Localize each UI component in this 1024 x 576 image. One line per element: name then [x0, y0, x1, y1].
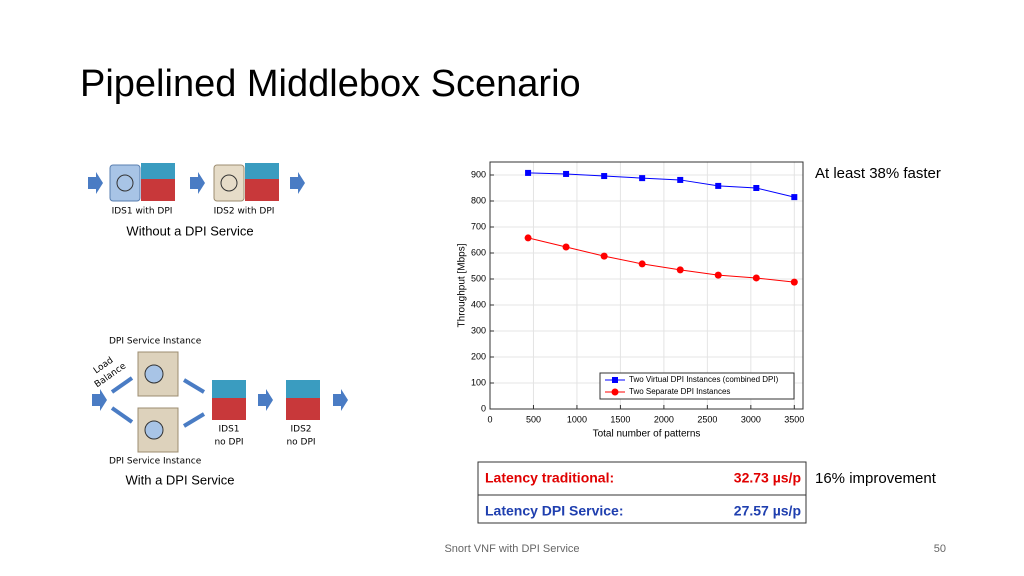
icon — [144, 420, 164, 440]
label: IDS2 with DPI — [214, 207, 275, 217]
bottom-diagram: DPI Service Instance Load Balance IDS1 n… — [92, 337, 348, 487]
label: IDS2 — [290, 425, 311, 435]
point — [676, 266, 684, 274]
legend-marker — [612, 377, 618, 383]
y-tick-label: 800 — [471, 195, 486, 205]
ids-box — [109, 164, 141, 202]
x-tick-label: 1500 — [610, 414, 630, 424]
y-axis-label: Throughput [Mbps] — [457, 243, 468, 327]
x-tick-label: 1000 — [567, 414, 587, 424]
x-axis-label: Total number of patterns — [593, 429, 701, 440]
series-line — [528, 172, 795, 198]
legend-box — [599, 372, 795, 400]
footer: Snort VNF with DPI Service — [444, 543, 579, 555]
x-tick-label: 2500 — [697, 414, 717, 424]
icon — [116, 174, 134, 192]
label: DPI Service Instance — [109, 337, 202, 347]
latency-table: Latency traditional: 32.73 µs/p Latency … — [477, 461, 807, 524]
firewall-top — [286, 380, 320, 398]
label: no DPI — [286, 438, 315, 448]
firewall-top — [212, 380, 246, 398]
arrow — [290, 172, 305, 194]
point — [677, 176, 684, 183]
chart: 0 100 200 300 400 500 600 700 800 900 0 500 1000 1500… — [457, 161, 804, 440]
y-tick-label: 700 — [471, 221, 486, 231]
y-tick-label: 400 — [471, 299, 486, 309]
x-tick-label: 500 — [526, 414, 541, 424]
point — [639, 175, 646, 182]
point — [753, 185, 760, 191]
arrow — [110, 406, 134, 424]
cell: Latency DPI Service: — [485, 503, 624, 519]
arrow — [182, 412, 206, 428]
y-tick-label: 200 — [471, 351, 486, 361]
y-tick-label: 600 — [471, 247, 486, 257]
firewall-top — [141, 163, 175, 179]
page-number: 50 — [934, 543, 946, 555]
arrow — [182, 378, 206, 394]
point — [638, 260, 646, 268]
point — [752, 274, 760, 282]
legend-marker — [611, 388, 619, 396]
point — [601, 173, 608, 180]
cell: 27.57 µs/p — [734, 503, 801, 519]
cell: Latency traditional: — [485, 470, 614, 486]
note: 16% improvement — [815, 470, 937, 487]
point — [790, 278, 798, 286]
point — [524, 234, 532, 242]
point — [563, 170, 570, 177]
point — [600, 252, 608, 260]
arrow — [190, 172, 205, 194]
arrow — [258, 389, 273, 411]
x-tick-label: 0 — [487, 414, 492, 424]
top-diagram: IDS1 with DPI IDS2 with DPI Without a DP… — [88, 163, 305, 238]
label: no DPI — [214, 438, 243, 448]
x-tick-label: 3000 — [741, 414, 761, 424]
caption: Without a DPI Service — [126, 223, 253, 238]
y-tick-label: 300 — [471, 325, 486, 335]
cell: 32.73 µs/p — [734, 470, 801, 486]
x-tick-label: 2000 — [654, 414, 674, 424]
series-line — [527, 237, 795, 283]
y-tick-label: 500 — [471, 273, 486, 283]
legend-label: Two Virtual DPI Instances (combined DPI) — [629, 375, 779, 384]
caption: With a DPI Service — [125, 472, 234, 487]
plot-frame — [489, 161, 804, 410]
point — [791, 194, 798, 201]
arrow — [333, 389, 348, 411]
arrow — [110, 376, 134, 394]
legend-label: Two Separate DPI Instances — [629, 387, 730, 396]
table-border — [477, 461, 807, 524]
y-tick-label: 900 — [471, 169, 486, 179]
y-tick-label: 100 — [471, 377, 486, 387]
icon — [220, 174, 238, 192]
point — [714, 271, 722, 279]
point — [525, 169, 532, 176]
x-tick-label: 3500 — [784, 414, 804, 424]
label: IDS1 — [218, 425, 239, 435]
slide-title: Pipelined Middlebox Scenario — [80, 63, 581, 105]
label: IDS1 with DPI — [112, 207, 173, 217]
label: DPI Service Instance — [109, 457, 202, 467]
icon — [144, 364, 164, 384]
ids-box — [213, 164, 245, 202]
point — [715, 182, 722, 189]
arrow — [92, 389, 107, 411]
firewall-top — [245, 163, 279, 179]
note: At least 38% faster — [815, 165, 941, 182]
point — [562, 243, 570, 251]
arrow — [88, 172, 103, 194]
y-tick-label: 0 — [481, 403, 486, 413]
